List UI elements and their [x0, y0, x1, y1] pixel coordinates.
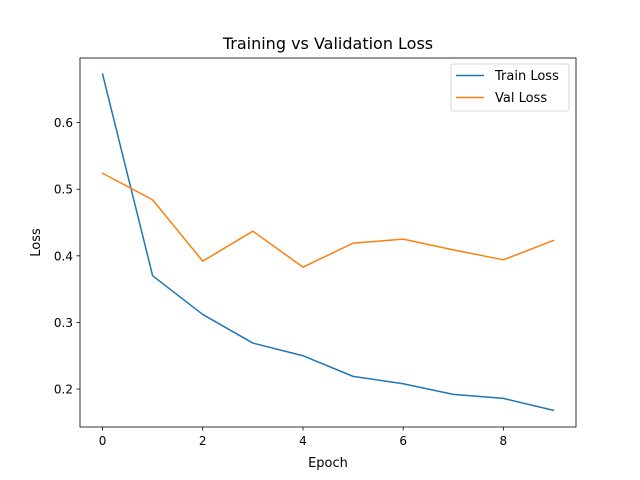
- x-tick-label: 8: [500, 434, 508, 448]
- legend: Train Loss Val Loss: [450, 63, 570, 112]
- plot-area: [80, 58, 576, 427]
- x-tick-label: 0: [99, 434, 107, 448]
- x-tick-label: 2: [199, 434, 207, 448]
- y-axis-ticks: 0.2 0.3 0.4 0.5 0.6: [54, 116, 80, 397]
- x-tick-label: 4: [299, 434, 307, 448]
- chart-title: Training vs Validation Loss: [222, 34, 433, 53]
- axes-frame: [79, 57, 577, 428]
- legend-label-val-loss: Val Loss: [495, 91, 547, 106]
- series-line-train-loss: [101, 73, 555, 412]
- y-tick-label: 0.4: [54, 249, 73, 263]
- y-tick-label: 0.2: [54, 383, 73, 397]
- legend-label-train-loss: Train Loss: [494, 69, 559, 84]
- y-tick-label: 0.3: [54, 316, 73, 330]
- y-tick-label: 0.6: [54, 116, 73, 130]
- y-axis-label: Loss: [29, 228, 44, 257]
- x-axis-label: Epoch: [308, 456, 348, 471]
- series-line-val-loss: [101, 172, 555, 268]
- y-tick-label: 0.5: [54, 183, 73, 197]
- series-layer: [101, 73, 555, 412]
- x-axis-ticks: 0 2 4 6 8: [99, 427, 507, 448]
- x-tick-label: 6: [399, 434, 407, 448]
